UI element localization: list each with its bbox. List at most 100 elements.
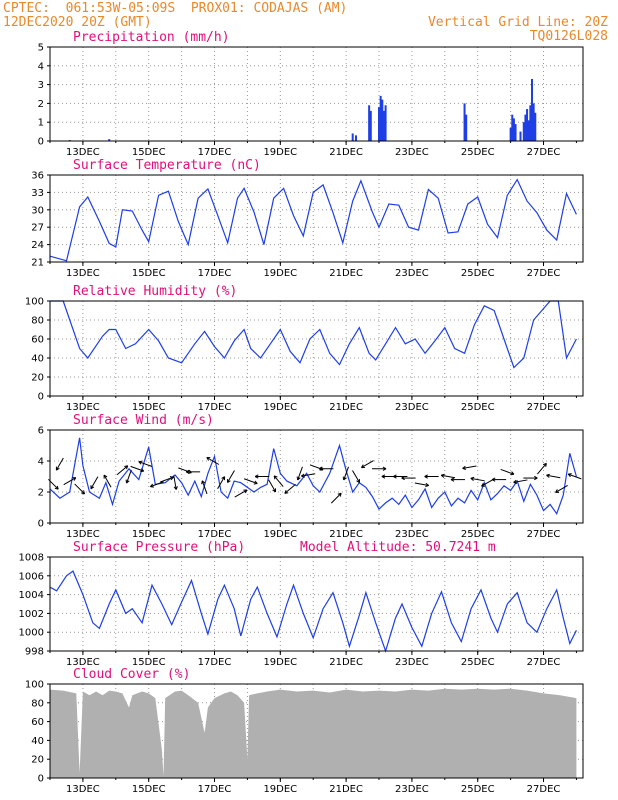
precipitation-ytick-label: 0 <box>38 137 44 148</box>
precip-bar <box>379 95 382 141</box>
precipitation-ytick-label: 2 <box>38 99 44 110</box>
precip-bar <box>463 103 466 141</box>
wind-arrow <box>500 468 515 476</box>
wind-arrow <box>116 465 129 476</box>
pressure-subtitle: Model Altitude: 50.7241 m <box>300 540 496 555</box>
precip-bar <box>526 109 529 141</box>
header-grid-note: Vertical Grid Line: 20Z <box>427 15 608 30</box>
xtick-label: 27DEC <box>527 268 561 279</box>
wind-arrow <box>301 473 316 478</box>
xtick-label: 27DEC <box>527 657 561 668</box>
xtick-label: 21DEC <box>329 147 363 158</box>
wind-arrow <box>372 466 387 471</box>
temperature-ytick-label: 33 <box>31 188 44 199</box>
wind-arrow <box>273 475 284 487</box>
xtick-label: 19DEC <box>263 529 297 540</box>
xtick-label: 19DEC <box>263 402 297 413</box>
xtick-label: 17DEC <box>198 268 232 279</box>
wind-ytick-label: 0 <box>38 519 44 530</box>
xtick-label: 25DEC <box>461 268 495 279</box>
wind-arrow <box>513 479 528 484</box>
wind-arrow <box>319 466 334 471</box>
temperature-ytick-label: 36 <box>31 171 44 182</box>
xtick-label: 13DEC <box>66 268 100 279</box>
wind-ytick-label: 2 <box>38 488 44 499</box>
xtick-label: 17DEC <box>198 784 232 795</box>
wind-arrow <box>268 479 277 493</box>
temperature-ytick-label: 24 <box>31 240 44 251</box>
xtick-label: 19DEC <box>263 784 297 795</box>
cloud-cover-ytick-label: 100 <box>25 680 44 691</box>
xtick-label: 19DEC <box>263 657 297 668</box>
xtick-label: 13DEC <box>66 529 100 540</box>
precipitation-title: Precipitation (mm/h) <box>73 30 230 45</box>
pressure-ytick-label: 1008 <box>19 553 44 564</box>
pressure-panel: Surface Pressure (hPa) Model Altitude: 50… <box>19 540 584 668</box>
wind-arrow <box>546 473 561 479</box>
xtick-label: 23DEC <box>395 147 429 158</box>
precip-bar <box>509 127 512 141</box>
xtick-label: 27DEC <box>527 529 561 540</box>
humidity-ytick-label: 60 <box>31 335 44 346</box>
xtick-label: 25DEC <box>461 529 495 540</box>
humidity-ytick-label: 40 <box>31 354 44 365</box>
wind-arrow <box>125 469 132 484</box>
cloud-cover-area <box>50 688 577 778</box>
xtick-label: 17DEC <box>198 147 232 158</box>
pressure-ytick-label: 1006 <box>19 571 44 582</box>
xtick-label: 15DEC <box>132 268 166 279</box>
wind-arrow <box>138 460 153 467</box>
xtick-label: 21DEC <box>329 784 363 795</box>
xtick-label: 27DEC <box>527 402 561 413</box>
cloud-cover-ytick-label: 80 <box>31 698 44 709</box>
precip-bar <box>511 114 514 141</box>
pressure-frame <box>49 556 584 652</box>
temperature-ytick-label: 30 <box>31 205 44 216</box>
precip-bar <box>534 112 537 141</box>
xtick-label: 25DEC <box>461 402 495 413</box>
precip-bar <box>382 110 385 141</box>
pressure-ytick-label: 998 <box>25 647 44 658</box>
precip-bar <box>368 105 371 141</box>
xtick-label: 25DEC <box>461 147 495 158</box>
temperature-ytick-label: 21 <box>31 258 44 269</box>
xtick-label: 15DEC <box>132 147 166 158</box>
wind-arrow <box>414 482 429 488</box>
precipitation-ytick-label: 3 <box>38 80 44 91</box>
precip-bar <box>519 131 522 141</box>
wind-arrow <box>201 480 208 495</box>
wind-arrow <box>206 457 220 465</box>
xtick-label: 25DEC <box>461 657 495 668</box>
wind-frame <box>49 429 584 524</box>
header-model-id: TQ0126L028 <box>529 29 608 44</box>
wind-arrow <box>555 484 568 493</box>
precip-bar <box>108 139 111 141</box>
precipitation-ytick-label: 5 <box>38 43 44 54</box>
xtick-label: 27DEC <box>527 147 561 158</box>
humidity-panel: Relative Humidity (%) 0 20 40 60 80 100 13DEC 15… <box>25 284 584 413</box>
cloud-cover-frame <box>49 683 584 779</box>
xtick-label: 13DEC <box>66 657 100 668</box>
xtick-label: 23DEC <box>395 657 429 668</box>
wind-arrow <box>440 473 456 479</box>
wind-arrow <box>63 477 77 486</box>
wind-arrow <box>74 483 86 495</box>
precip-bar <box>465 114 468 141</box>
cloud-cover-title: Cloud Cover (%) <box>73 667 190 682</box>
wind-arrow <box>284 484 296 494</box>
precip-bar <box>378 107 381 141</box>
precip-bar <box>524 114 527 141</box>
wind-arrow <box>470 476 485 482</box>
precip-bar <box>384 105 387 141</box>
temperature-title: Surface Temperature (nC) <box>73 158 261 173</box>
wind-arrow <box>130 465 145 473</box>
xtick-label: 19DEC <box>263 268 297 279</box>
humidity-title: Relative Humidity (%) <box>73 284 237 299</box>
xtick-label: 23DEC <box>395 784 429 795</box>
wind-arrow <box>481 478 494 487</box>
wind-arrow <box>178 467 192 474</box>
xtick-label: 19DEC <box>263 147 297 158</box>
wind-arrow <box>55 457 64 471</box>
pressure-line <box>49 570 577 653</box>
